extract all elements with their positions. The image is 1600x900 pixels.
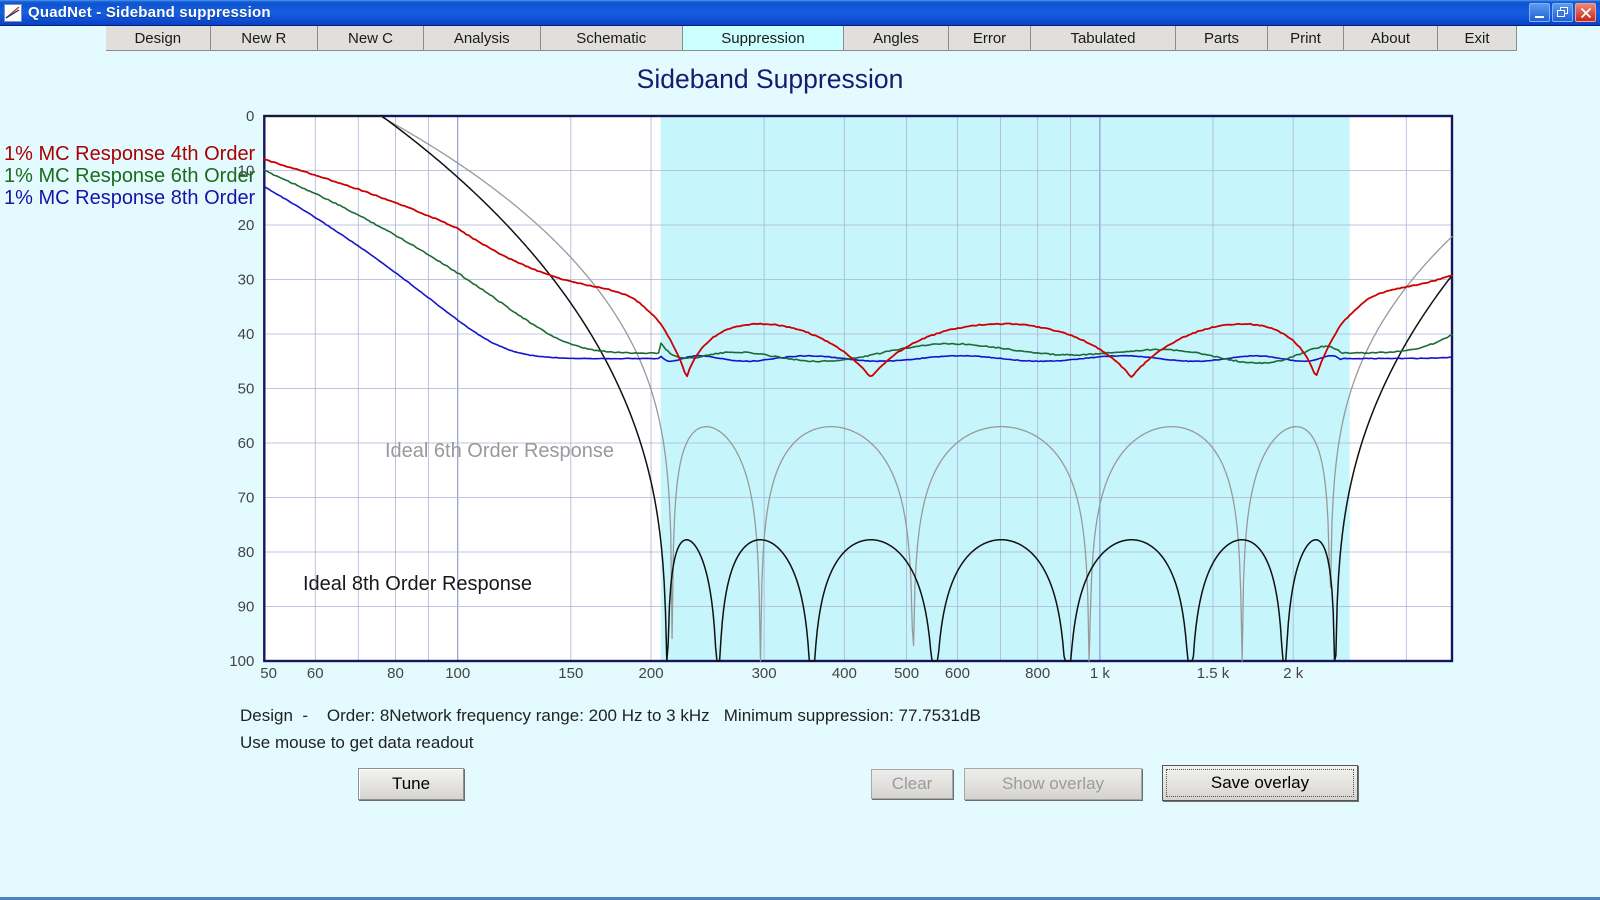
svg-text:80: 80: [238, 544, 255, 561]
svg-text:50: 50: [238, 381, 255, 398]
svg-text:70: 70: [238, 490, 255, 507]
svg-text:30: 30: [238, 272, 255, 289]
svg-text:400: 400: [832, 665, 857, 682]
svg-text:1.5 k: 1.5 k: [1197, 665, 1230, 682]
svg-text:100: 100: [445, 665, 470, 682]
svg-text:800: 800: [1025, 665, 1050, 682]
svg-text:40: 40: [238, 326, 255, 343]
svg-text:500: 500: [894, 665, 919, 682]
svg-text:0: 0: [246, 108, 254, 125]
svg-text:200: 200: [639, 665, 664, 682]
svg-text:2 k: 2 k: [1283, 665, 1304, 682]
svg-text:300: 300: [752, 665, 777, 682]
svg-text:20: 20: [238, 217, 255, 234]
svg-text:Ideal 8th Order Response: Ideal 8th Order Response: [303, 573, 532, 595]
svg-text:100: 100: [229, 653, 254, 670]
svg-text:80: 80: [387, 665, 404, 682]
svg-text:600: 600: [945, 665, 970, 682]
svg-text:60: 60: [307, 665, 324, 682]
svg-text:1 k: 1 k: [1090, 665, 1111, 682]
svg-text:50: 50: [260, 665, 277, 682]
svg-text:90: 90: [238, 599, 255, 616]
svg-text:150: 150: [558, 665, 583, 682]
svg-text:60: 60: [238, 435, 255, 452]
svg-text:Ideal 6th Order Response: Ideal 6th Order Response: [385, 440, 614, 462]
